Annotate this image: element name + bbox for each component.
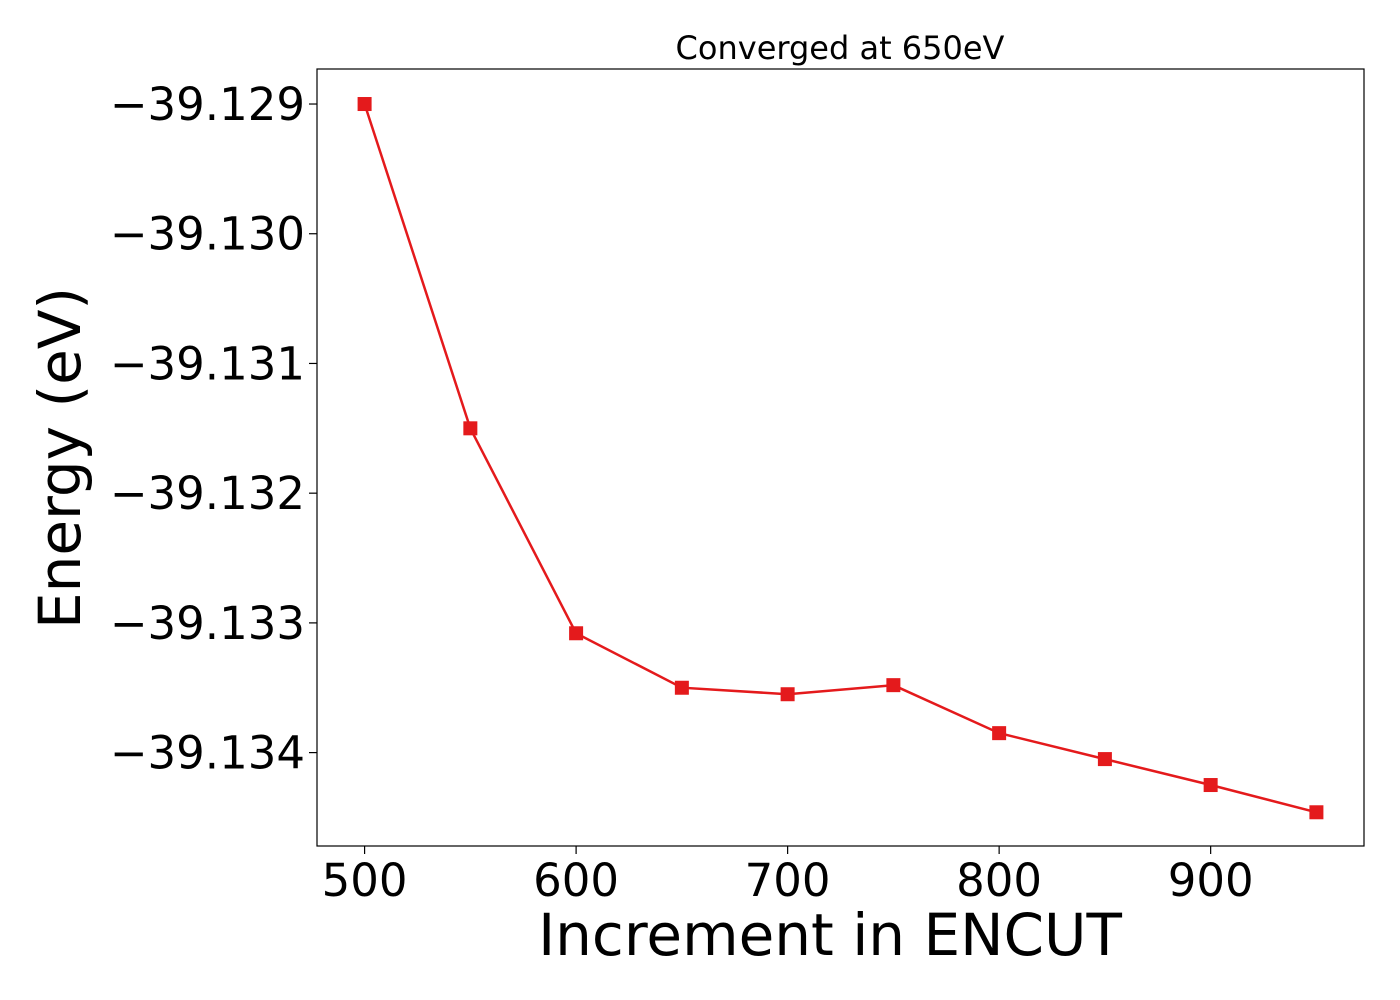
x-tick-label: 800 [956, 854, 1042, 907]
data-point [569, 626, 584, 641]
series-markers [357, 97, 1324, 820]
data-point [1309, 805, 1324, 820]
x-tick-label: 900 [1168, 854, 1254, 907]
y-axis-ticks: −39.129 −39.130 −39.131 −39.132 −39.133 −39.1… [110, 78, 317, 780]
data-point [674, 680, 689, 695]
x-tick-label: 700 [745, 854, 831, 907]
data-point [780, 687, 795, 702]
x-tick-label: 500 [322, 854, 408, 907]
y-tick-label: −39.132 [110, 467, 305, 520]
y-tick-label: −39.129 [110, 78, 305, 131]
y-axis-label: Energy (eV) [26, 287, 94, 629]
x-axis-ticks: 500 600 700 800 900 [322, 846, 1254, 907]
y-tick-label: −39.131 [110, 337, 305, 390]
y-tick-label: −39.130 [110, 208, 305, 261]
data-point [992, 726, 1007, 741]
data-point [1097, 752, 1112, 767]
y-tick-label: −39.134 [110, 727, 305, 780]
x-tick-label: 600 [533, 854, 619, 907]
series-line [363, 103, 1317, 814]
data-point [1203, 778, 1218, 793]
data-point [886, 678, 901, 693]
chart-title: Converged at 650eV [676, 29, 1005, 67]
data-point [463, 421, 478, 436]
y-tick-label: −39.133 [110, 597, 305, 650]
plot-frame [316, 68, 1365, 847]
data-point [357, 97, 372, 112]
x-axis-label: Increment in ENCUT [538, 901, 1122, 969]
